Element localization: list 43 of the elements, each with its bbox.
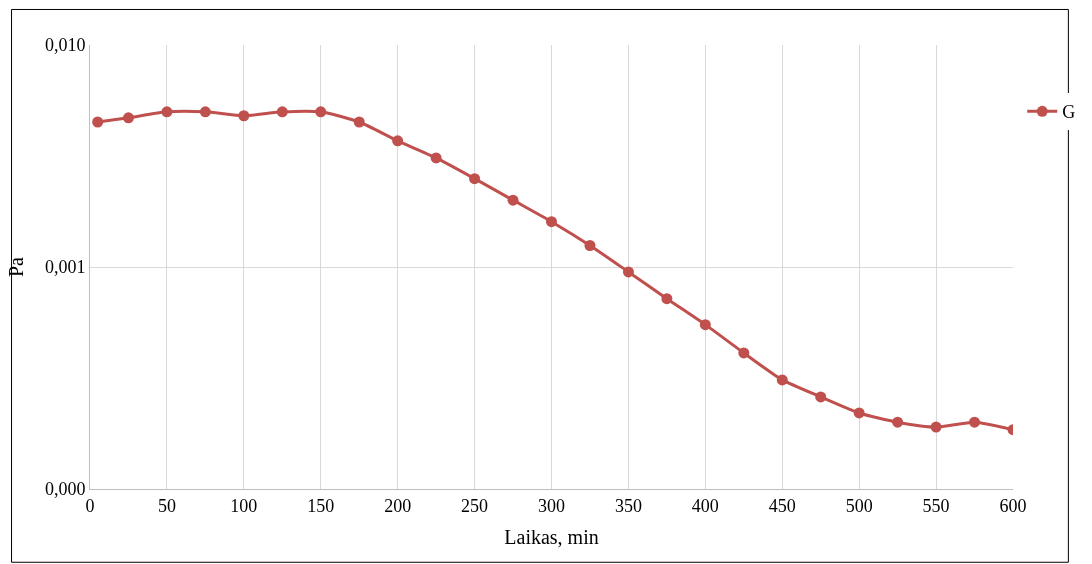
x-tick-label: 600: [999, 495, 1027, 516]
point: [507, 194, 519, 206]
point: [392, 135, 404, 147]
x-tick-label: 0: [85, 495, 95, 516]
point: [584, 239, 596, 251]
legend-label: G: [1062, 102, 1076, 123]
point: [661, 293, 673, 305]
x-tick-label: 50: [157, 495, 176, 516]
point: [199, 106, 211, 118]
y-tick-label: 0,001: [44, 257, 86, 278]
point: [853, 407, 865, 419]
point: [92, 116, 104, 128]
point: [776, 374, 788, 386]
x-tick-label: 150: [307, 495, 335, 516]
x-tick-label: 200: [384, 495, 412, 516]
point: [238, 110, 250, 122]
point: [546, 216, 557, 228]
x-tick-label: 250: [461, 495, 489, 516]
point: [315, 106, 327, 118]
point: [622, 266, 634, 278]
x-tick-label: 350: [614, 495, 642, 516]
x-tick-label: 450: [768, 495, 796, 516]
point: [353, 116, 365, 128]
y-tick-label: 0,000: [44, 479, 86, 500]
point: [161, 106, 173, 118]
point: [699, 319, 711, 331]
point: [430, 152, 442, 164]
x-tick-label: 100: [230, 495, 258, 516]
x-tick-label: 500: [845, 495, 873, 516]
y-tick-label: 0,010: [44, 35, 86, 56]
point: [738, 347, 750, 359]
x-axis-title: Laikas, min: [504, 526, 599, 549]
x-tick-label: 550: [922, 495, 950, 516]
point: [276, 106, 288, 118]
x-tick-label: 300: [538, 495, 565, 516]
y-axis-title: Pa: [5, 256, 28, 277]
point: [930, 421, 942, 433]
point: [815, 391, 827, 403]
point: [969, 416, 981, 428]
point: [122, 112, 134, 124]
point: [469, 173, 481, 185]
point: [892, 416, 904, 428]
x-tick-label: 400: [691, 495, 719, 516]
